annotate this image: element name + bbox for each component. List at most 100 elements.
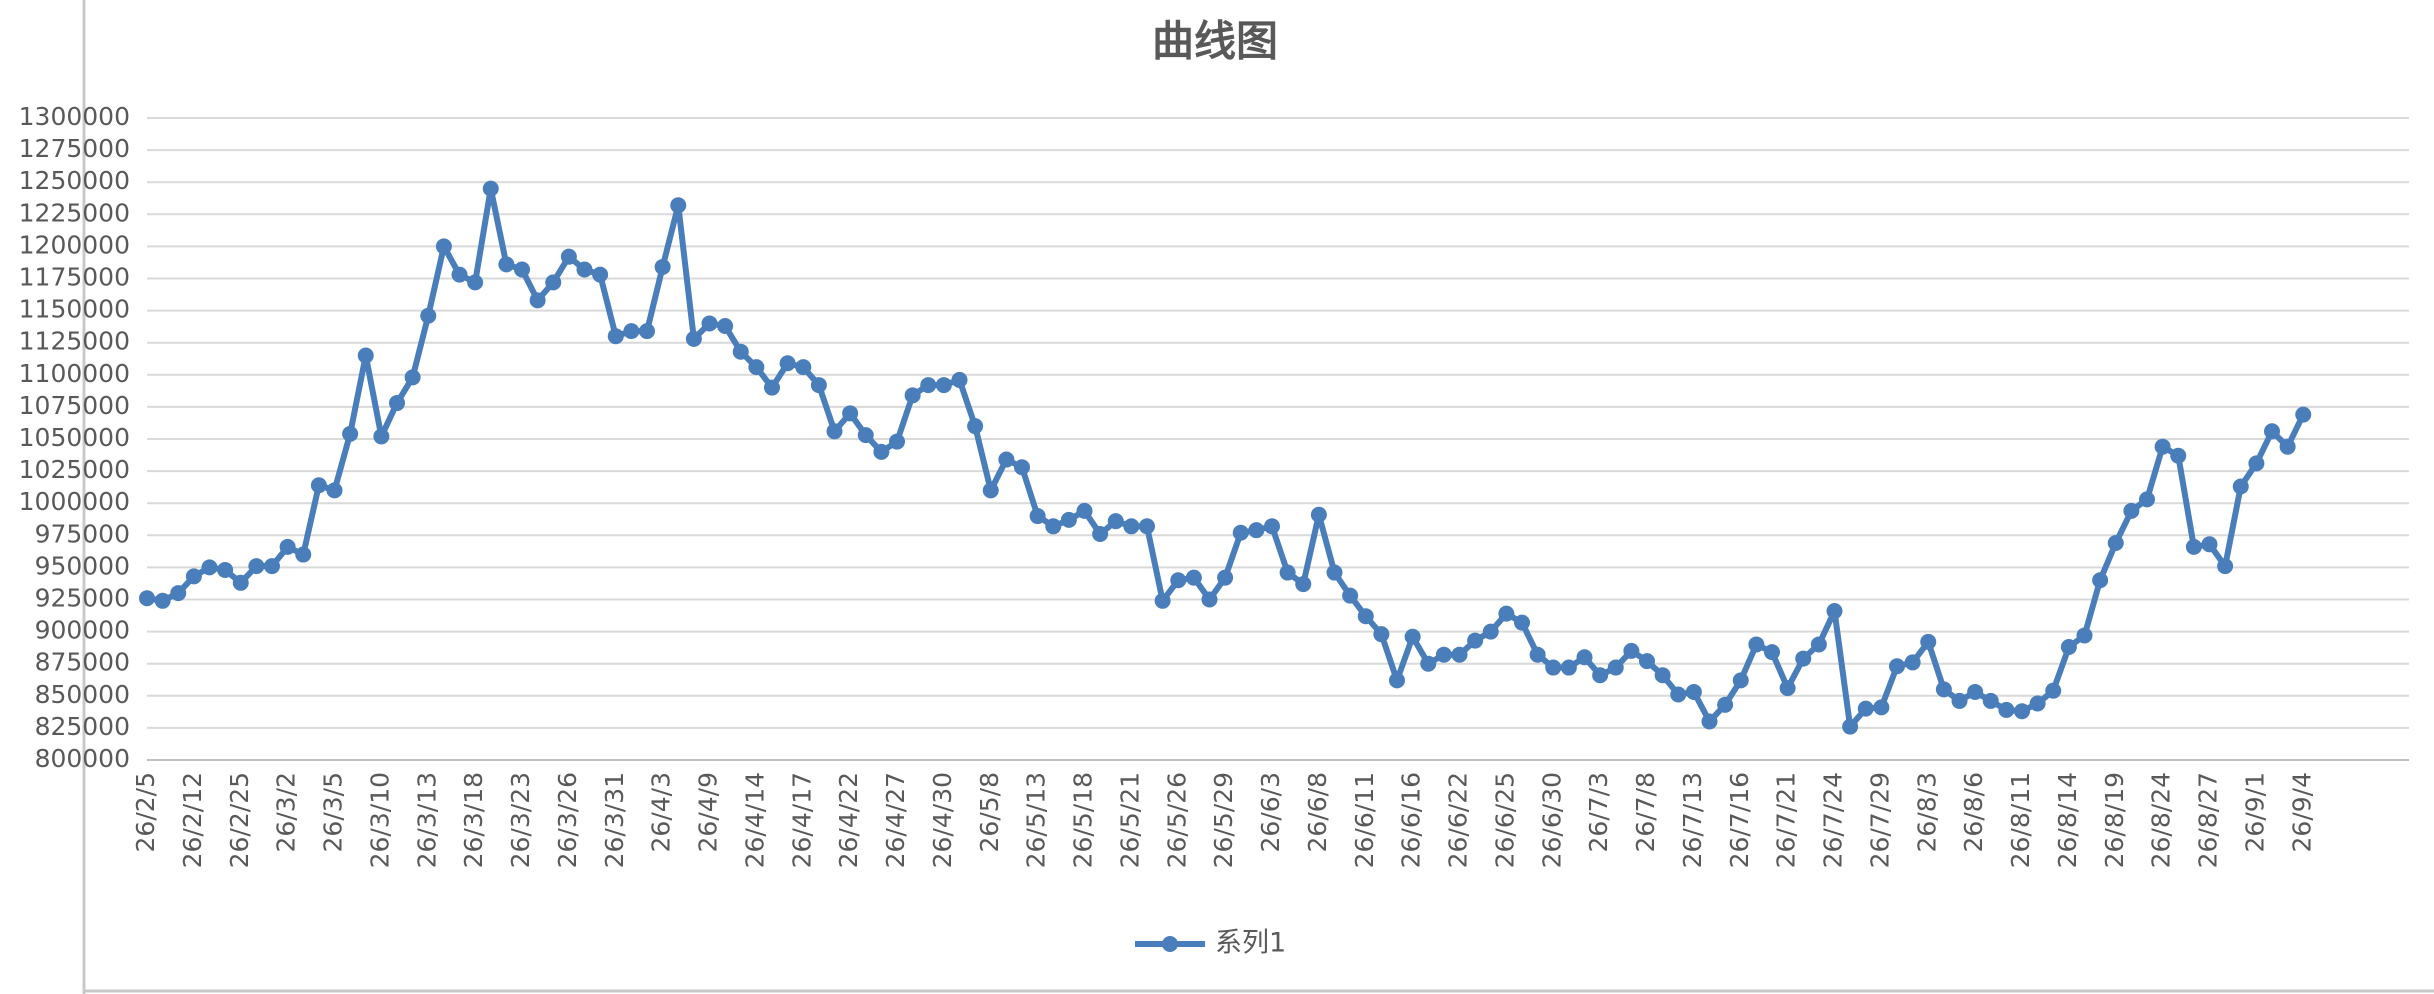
x-tick-label: 26/9/4	[2287, 772, 2316, 852]
marker	[310, 477, 327, 494]
marker	[1357, 608, 1374, 625]
marker	[951, 371, 968, 388]
marker	[545, 274, 562, 291]
marker	[295, 546, 312, 563]
x-tick-label: 26/3/26	[553, 772, 582, 868]
x-tick-label: 26/5/8	[975, 772, 1004, 852]
marker	[1842, 718, 1859, 735]
marker	[1154, 592, 1171, 609]
marker	[326, 482, 343, 499]
marker	[1732, 672, 1749, 689]
marker	[389, 395, 405, 412]
y-tick-label: 1125000	[19, 327, 130, 356]
marker	[404, 369, 421, 386]
marker	[1639, 653, 1655, 670]
legend-label: 系列1	[1215, 928, 1286, 959]
marker	[1389, 672, 1405, 689]
marker	[732, 343, 749, 360]
marker	[1779, 680, 1796, 697]
marker	[2014, 703, 2030, 720]
marker	[1373, 626, 1390, 643]
marker	[685, 330, 702, 347]
marker	[1139, 518, 1155, 535]
marker	[998, 451, 1015, 468]
marker	[498, 256, 515, 273]
marker	[982, 482, 999, 499]
marker	[670, 197, 687, 214]
marker	[342, 425, 359, 442]
marker	[1029, 508, 1046, 525]
marker	[873, 443, 890, 460]
y-tick-label: 1075000	[19, 391, 130, 420]
x-tick-label: 26/5/18	[1069, 772, 1098, 868]
marker	[1217, 569, 1234, 586]
x-tick-label: 26/5/21	[1115, 772, 1144, 868]
marker	[1951, 692, 1968, 709]
marker	[1185, 569, 1202, 586]
y-tick-label: 1025000	[19, 455, 130, 484]
marker	[373, 428, 390, 445]
marker	[1889, 658, 1905, 675]
x-tick-label: 26/2/5	[131, 772, 160, 852]
x-tick-label: 26/3/31	[600, 772, 629, 868]
marker	[717, 318, 734, 335]
marker	[1279, 564, 1296, 581]
marker	[1904, 654, 1921, 671]
x-tick-label: 26/6/8	[1303, 772, 1332, 852]
marker	[1967, 683, 1984, 700]
x-tick-label: 26/5/29	[1209, 772, 1238, 868]
x-tick-label: 26/4/27	[881, 772, 910, 868]
marker	[1764, 644, 1780, 661]
marker	[1592, 667, 1609, 684]
marker	[810, 377, 827, 394]
x-tick-label: 26/4/17	[787, 772, 816, 868]
marker	[451, 266, 468, 283]
marker	[2185, 538, 2202, 555]
marker	[1295, 576, 1312, 593]
x-tick-label: 26/4/30	[928, 772, 957, 868]
marker	[1076, 502, 1093, 519]
y-tick-label: 1250000	[19, 166, 130, 195]
marker	[1232, 524, 1249, 541]
marker	[1404, 628, 1421, 645]
marker	[2264, 423, 2280, 440]
marker	[1607, 659, 1624, 676]
marker	[2201, 536, 2218, 553]
marker	[1623, 642, 1640, 659]
x-tick-label: 26/8/11	[2006, 772, 2035, 868]
marker	[1264, 518, 1280, 535]
marker	[1482, 623, 1499, 640]
marker	[1685, 683, 1702, 700]
marker	[967, 418, 984, 435]
y-tick-label: 900000	[35, 616, 130, 645]
marker	[1342, 587, 1359, 604]
x-tick-label: 26/5/13	[1022, 772, 1051, 868]
marker	[170, 585, 187, 602]
marker	[748, 359, 765, 376]
marker	[2139, 491, 2155, 508]
marker	[2279, 438, 2296, 455]
marker	[1326, 564, 1343, 581]
legend-marker	[1162, 936, 1178, 952]
y-tick-label: 950000	[35, 551, 130, 580]
marker	[889, 433, 905, 450]
marker	[560, 248, 577, 265]
x-tick-label: 26/2/12	[178, 772, 207, 868]
marker	[139, 590, 155, 607]
y-tick-label: 1050000	[19, 423, 130, 452]
marker	[1873, 699, 1890, 716]
y-tick-label: 1275000	[19, 134, 130, 163]
marker	[1857, 700, 1874, 717]
marker	[1826, 603, 1843, 620]
x-tick-label: 26/9/1	[2240, 772, 2269, 852]
marker	[1451, 646, 1468, 663]
marker	[904, 387, 921, 404]
x-tick-label: 26/3/2	[272, 772, 301, 852]
x-tick-label: 26/6/30	[1537, 772, 1566, 868]
marker	[1670, 686, 1687, 703]
marker	[576, 261, 593, 278]
x-tick-label: 26/3/13	[412, 772, 441, 868]
marker	[1717, 696, 1734, 713]
marker	[1170, 572, 1187, 589]
